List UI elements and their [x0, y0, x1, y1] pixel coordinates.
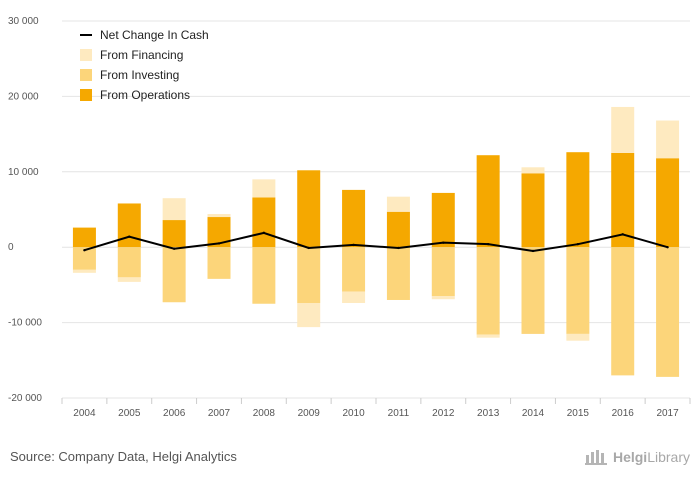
- brand-prefix: Helgi: [612, 449, 648, 465]
- bar-from-financing: [207, 214, 231, 218]
- bar-from-operations: [297, 170, 321, 248]
- line-point: [83, 249, 86, 252]
- bar-from-financing: [566, 333, 590, 341]
- bar-from-financing: [386, 196, 410, 212]
- bar-from-operations: [207, 217, 231, 248]
- brand-logo: HelgiLibrary: [584, 449, 690, 465]
- line-point: [576, 242, 580, 246]
- bar-from-operations: [521, 173, 545, 248]
- x-tick-label: 2014: [522, 408, 545, 419]
- line-point: [486, 242, 490, 246]
- line-point: [666, 246, 669, 249]
- line-point: [442, 241, 445, 244]
- bar-from-investing: [342, 247, 366, 292]
- bar-from-financing: [117, 277, 141, 282]
- line-point: [621, 233, 624, 236]
- bar-from-investing: [207, 247, 231, 279]
- line-point: [217, 242, 221, 245]
- bar-from-investing: [656, 247, 680, 377]
- x-axis-ticks: 2004 2005 2006 2007 2008 2009 2010 2011 2012 2013…: [61, 398, 691, 419]
- x-tick-label: 2004: [73, 408, 96, 419]
- legend-label: From Investing: [100, 68, 179, 82]
- bar-from-financing: [162, 198, 186, 221]
- bar-from-operations: [72, 227, 96, 248]
- bar-from-operations: [656, 158, 680, 248]
- y-tick-label: 30 000: [8, 16, 39, 27]
- bar-from-investing: [252, 247, 276, 304]
- x-tick-label: 2015: [567, 408, 590, 419]
- x-tick-label: 2013: [477, 408, 500, 419]
- bar-from-operations: [342, 189, 366, 248]
- bar-from-investing: [297, 247, 321, 303]
- legend-swatch: [80, 49, 92, 61]
- y-tick-label: -10 000: [8, 318, 42, 329]
- line-point: [307, 246, 310, 250]
- legend-swatch: [80, 89, 92, 101]
- bar-from-operations: [611, 152, 635, 248]
- building-icon: [584, 450, 607, 465]
- x-tick-label: 2005: [118, 408, 141, 419]
- bar-from-financing: [297, 302, 321, 328]
- bar-from-investing: [72, 247, 96, 270]
- legend-label: From Financing: [100, 48, 183, 62]
- line-point: [531, 249, 535, 253]
- bar-from-investing: [521, 247, 545, 334]
- bar-from-financing: [431, 296, 455, 300]
- x-tick-label: 2012: [432, 408, 455, 419]
- bar-from-investing: [611, 247, 635, 376]
- line-point: [397, 246, 400, 250]
- bar-from-financing: [72, 269, 96, 273]
- bar-from-financing: [252, 179, 276, 198]
- y-tick-label: -20 000: [8, 393, 42, 404]
- legend-label: Net Change In Cash: [100, 28, 209, 42]
- bar-from-operations: [117, 203, 141, 248]
- x-tick-label: 2009: [298, 408, 321, 419]
- source-note: Source: Company Data, Helgi Analytics: [10, 449, 237, 464]
- legend-label: From Operations: [100, 88, 190, 102]
- x-tick-label: 2006: [163, 408, 186, 419]
- bar-from-financing: [476, 334, 500, 338]
- y-tick-label: 10 000: [8, 167, 39, 178]
- x-tick-label: 2017: [656, 408, 679, 419]
- bar-from-operations: [566, 152, 590, 248]
- line-net-change-in-cash: [84, 231, 668, 252]
- brand-suffix: Library: [647, 449, 690, 465]
- bar-from-operations: [431, 192, 455, 248]
- x-tick-label: 2007: [208, 408, 231, 419]
- line-point: [262, 231, 266, 235]
- bar-from-financing: [342, 291, 366, 303]
- line-point: [352, 243, 355, 247]
- legend-swatch: [80, 69, 92, 81]
- bar-from-investing: [386, 247, 410, 300]
- y-tick-label: 0: [8, 242, 14, 253]
- line-point: [128, 235, 131, 238]
- x-tick-label: 2016: [612, 408, 635, 419]
- bar-series: [72, 106, 680, 377]
- bar-from-operations: [386, 211, 410, 248]
- bar-from-financing: [656, 120, 680, 159]
- bar-from-operations: [162, 220, 186, 248]
- bar-from-investing: [476, 247, 500, 335]
- bar-from-investing: [566, 247, 590, 334]
- x-tick-label: 2010: [342, 408, 365, 419]
- bar-from-investing: [431, 247, 455, 297]
- bar-from-investing: [117, 247, 141, 278]
- bar-from-investing: [162, 247, 186, 303]
- x-tick-label: 2011: [388, 408, 410, 419]
- bar-from-operations: [252, 197, 276, 248]
- bar-from-operations: [476, 155, 500, 248]
- line-series: [83, 231, 669, 253]
- x-tick-label: 2008: [253, 408, 276, 419]
- y-axis-ticks: -20 000 -10 000 0 10 000 20 000 30 000: [8, 16, 42, 404]
- bar-from-financing: [521, 167, 545, 174]
- line-point: [172, 247, 176, 250]
- legend: Net Change In Cash From Financing From Inv…: [80, 28, 209, 102]
- bar-from-financing: [611, 106, 635, 153]
- y-tick-label: 20 000: [8, 91, 39, 102]
